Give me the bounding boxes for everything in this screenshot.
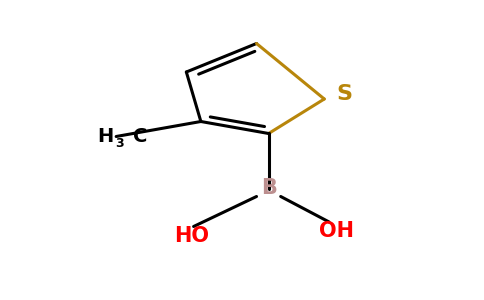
Text: H: H [97, 127, 114, 146]
Text: C: C [133, 127, 148, 146]
Text: B: B [261, 178, 276, 198]
Text: S: S [336, 84, 353, 103]
Text: 3: 3 [115, 136, 123, 150]
Text: HO: HO [174, 226, 209, 245]
Text: OH: OH [319, 221, 354, 241]
